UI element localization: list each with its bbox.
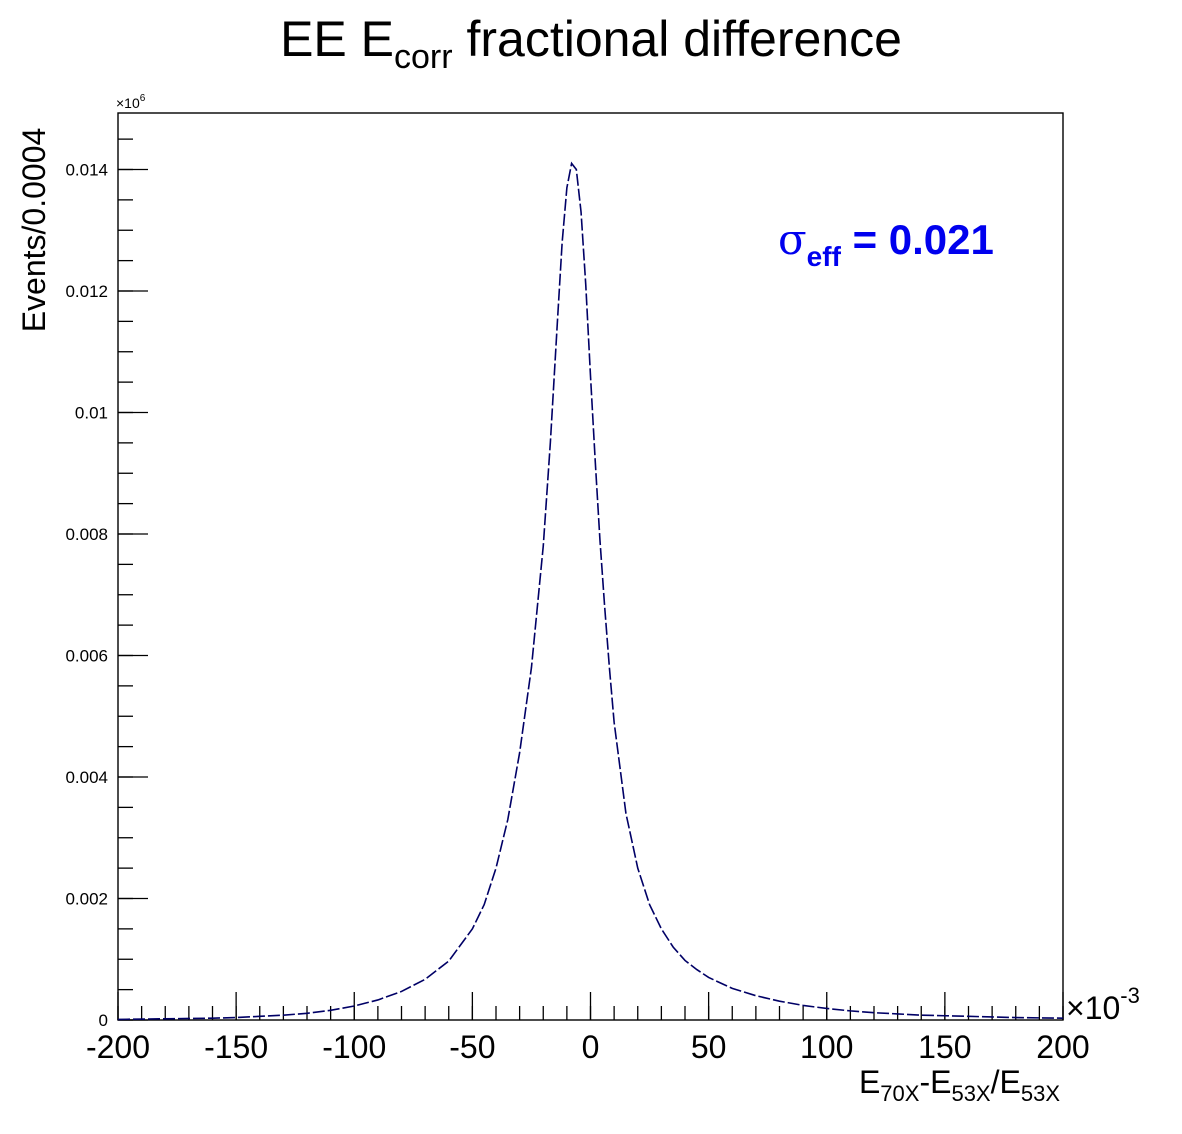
x-tick-label: -150 [204,1029,268,1065]
y-tick-label: 0.006 [65,646,108,665]
x-axis-label: E70X-E53X/E53X [859,1064,1060,1106]
chart-title-post: fractional difference [453,11,902,67]
chart-title-pre: EE E [280,11,394,67]
x-multiplier-exp: -3 [1120,983,1140,1008]
x-minor-ticks [117,1006,1064,1020]
y-multiplier-exp: 6 [140,93,146,104]
y-multiplier: ×106 [116,93,146,111]
sigma-eff-annotation: σeff = 0.021 [778,215,994,272]
x-tick-label: 50 [691,1029,727,1065]
y-tick-label: 0.014 [65,160,108,179]
series-line [117,161,1064,1021]
x-axis-label-part: -E [919,1064,951,1100]
x-tick-label: -50 [449,1029,495,1065]
sigma-symbol: σ [778,215,807,264]
y-axis-label: Events/0.0004 [16,128,52,333]
x-tick-label: -200 [86,1029,150,1065]
y-multiplier-base: ×10 [116,95,140,111]
chart-title-sub: corr [394,38,453,76]
y-tick-label: 0.012 [65,282,108,301]
x-axis-label-part: /E [991,1064,1021,1100]
y-tick-label: 0.004 [65,768,108,787]
chart-title: EE Ecorr fractional difference [280,11,902,76]
x-tick-label: 0 [582,1029,600,1065]
y-minor-ticks [118,138,133,1021]
x-multiplier-base: ×10 [1066,990,1120,1026]
x-axis-label-part: E [859,1064,880,1100]
x-axis-label-sub: 53X [951,1081,990,1106]
x-tick-label: 200 [1036,1029,1089,1065]
x-tick-label: 150 [918,1029,971,1065]
x-axis-label-sub: 70X [880,1081,919,1106]
y-tick-label: 0 [99,1011,108,1030]
y-tick-label: 0.002 [65,889,108,908]
y-tick-label: 0.01 [75,403,108,422]
sigma-value: = 0.021 [841,216,994,263]
x-axis-ticks: -200 -150 -100 -50 0 50 100 150 200 [86,992,1090,1065]
y-axis-ticks: 0 0.002 0.004 0.006 0.008 0.01 0.012 0.014 [65,160,148,1030]
x-axis-label-sub: 53X [1021,1081,1060,1106]
x-tick-label: -100 [322,1029,386,1065]
x-multiplier: ×10-3 [1066,983,1140,1026]
x-tick-label: 100 [800,1029,853,1065]
sigma-subscript: eff [807,241,842,272]
y-tick-label: 0.008 [65,525,108,544]
